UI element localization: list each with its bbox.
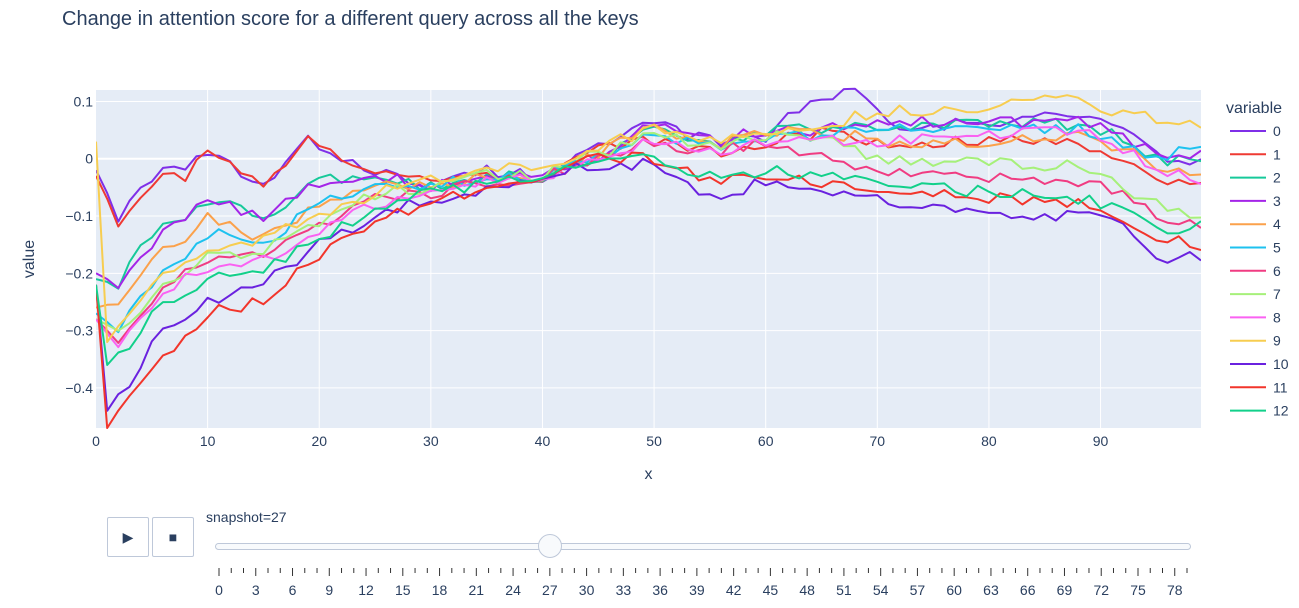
series-line-7 [96, 130, 1201, 332]
legend-label: 3 [1273, 193, 1281, 209]
slider-tick-label: 72 [1093, 582, 1109, 598]
slider-tick-label: 78 [1167, 582, 1183, 598]
x-tick-label: 80 [981, 433, 997, 449]
legend-item[interactable]: 7 [1230, 286, 1281, 302]
legend-item[interactable]: 2 [1230, 170, 1281, 186]
slider-tick-label: 45 [763, 582, 779, 598]
slider-tick-label: 33 [616, 582, 632, 598]
line-chart: 0 10 20 30 40 50 60 70 80 900.10−0.1−0.2−0.3−0.4x… [21, 87, 1289, 483]
legend-label: 9 [1273, 333, 1281, 349]
y-tick-label: −0.1 [65, 208, 93, 224]
x-tick-label: 30 [423, 433, 439, 449]
legend-label: 2 [1273, 170, 1281, 186]
legend-item[interactable]: 4 [1230, 216, 1281, 232]
slider-tick-label: 48 [799, 582, 815, 598]
x-tick-label: 40 [535, 433, 551, 449]
slider-tick-label: 21 [469, 582, 485, 598]
slider-tick-label: 15 [395, 582, 411, 598]
legend-title: variable [1226, 100, 1282, 117]
slider-tick-label: 51 [836, 582, 852, 598]
x-tick-label: 10 [200, 433, 216, 449]
legend-item[interactable]: 0 [1230, 123, 1281, 139]
slider-tick-label: 30 [579, 582, 595, 598]
slider-tick-label: 54 [873, 582, 889, 598]
plot-area [96, 90, 1201, 428]
legend-label: 1 [1273, 146, 1281, 162]
series-line-9 [96, 94, 1201, 344]
legend-item[interactable]: 1 [1230, 146, 1281, 162]
series-line-8 [96, 126, 1201, 349]
legend-label: 12 [1273, 403, 1289, 419]
slider-tick-label: 42 [726, 582, 742, 598]
legend-item[interactable]: 6 [1230, 263, 1281, 279]
slider-current-label: snapshot=27 [206, 509, 287, 525]
chart-title: Change in attention score for a differen… [62, 8, 639, 30]
slider-tick-label: 60 [946, 582, 962, 598]
slider-track[interactable] [215, 543, 1191, 550]
legend-label: 4 [1273, 216, 1281, 232]
stop-icon: ■ [168, 529, 178, 545]
slider-tick-label: 39 [689, 582, 705, 598]
slider-tick-label: 0 [215, 582, 223, 598]
series-line-6 [96, 138, 1201, 344]
slider-tick-label: 9 [325, 582, 333, 598]
slider-handle[interactable] [537, 534, 562, 558]
legend-item[interactable]: 12 [1230, 403, 1289, 419]
x-tick-label: 90 [1093, 433, 1109, 449]
series-line-11 [96, 151, 1201, 429]
x-tick-label: 20 [311, 433, 327, 449]
y-axis-label: value [21, 240, 38, 278]
x-tick-label: 0 [92, 433, 100, 449]
legend-label: 5 [1273, 240, 1281, 256]
slider-tick-label: 3 [252, 582, 260, 598]
legend-label: 7 [1273, 286, 1281, 302]
legend-label: 8 [1273, 309, 1281, 325]
legend-label: 11 [1273, 379, 1288, 395]
play-icon: ▶ [122, 528, 134, 545]
y-tick-label: 0.1 [74, 93, 94, 109]
y-tick-label: 0 [85, 151, 93, 167]
series-line-5 [96, 123, 1201, 334]
stop-button[interactable]: ■ [152, 517, 194, 557]
series-line-10 [96, 157, 1201, 412]
play-button[interactable]: ▶ [107, 517, 149, 557]
legend-item[interactable]: 3 [1230, 193, 1281, 209]
y-tick-label: −0.4 [65, 380, 93, 396]
legend-item[interactable]: 9 [1230, 333, 1281, 349]
slider-tick-label: 69 [1057, 582, 1073, 598]
slider-tick-label: 24 [505, 582, 521, 598]
legend-item[interactable]: 11 [1230, 379, 1288, 395]
legend-item[interactable]: 8 [1230, 309, 1281, 325]
legend-label: 10 [1273, 356, 1289, 372]
legend-item[interactable]: 10 [1230, 356, 1289, 372]
x-tick-label: 60 [758, 433, 774, 449]
x-axis-label: x [645, 466, 653, 483]
slider-tick-label: 63 [983, 582, 999, 598]
y-tick-label: −0.3 [65, 323, 93, 339]
slider-tick-label: 75 [1130, 582, 1146, 598]
legend-label: 6 [1273, 263, 1281, 279]
slider-tick-label: 12 [358, 582, 374, 598]
legend-label: 0 [1273, 123, 1281, 139]
slider-tick-label: 57 [910, 582, 926, 598]
y-tick-label: −0.2 [65, 265, 93, 281]
slider-tick-label: 36 [652, 582, 668, 598]
x-tick-label: 50 [646, 433, 662, 449]
legend-item[interactable]: 5 [1230, 240, 1281, 256]
series-line-12 [96, 153, 1201, 366]
slider-tick-label: 27 [542, 582, 558, 598]
slider-tick-label: 18 [432, 582, 448, 598]
x-tick-label: 70 [870, 433, 886, 449]
slider-tick-label: 6 [289, 582, 297, 598]
slider-tick-label: 66 [1020, 582, 1036, 598]
